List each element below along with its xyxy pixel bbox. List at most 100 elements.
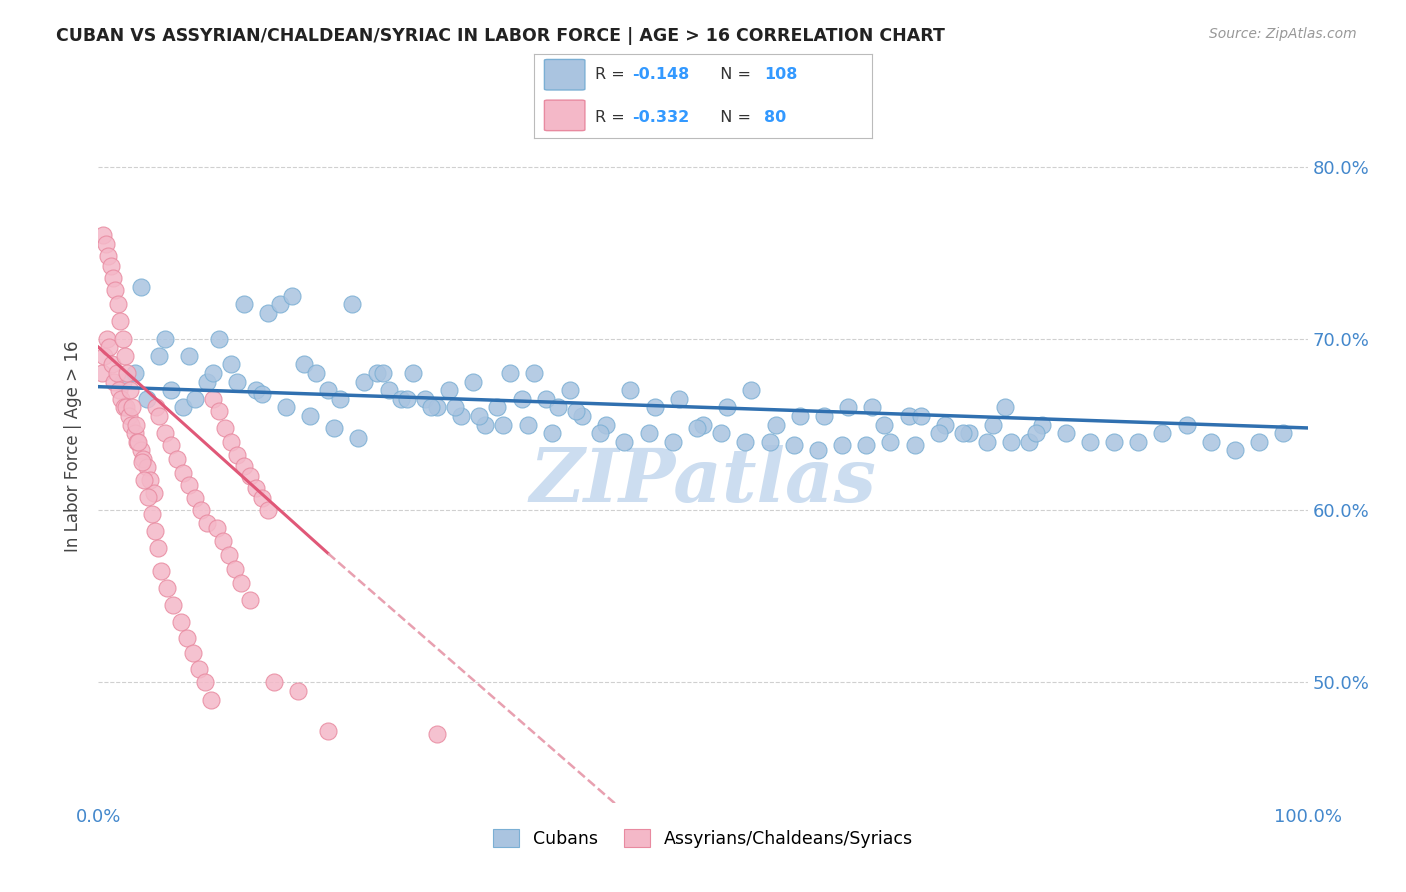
Point [274, 401, 297, 415]
Point [148, 409, 170, 423]
Point [108, 314, 131, 328]
Point [226, 375, 249, 389]
Point [224, 562, 246, 576]
Point [205, 521, 228, 535]
Point [934, 417, 956, 432]
Point [127, 434, 149, 449]
Point [169, 615, 191, 630]
Point [141, 507, 163, 521]
Point [221, 357, 243, 371]
Point [389, 392, 412, 406]
Point [245, 481, 267, 495]
Point [353, 375, 375, 389]
Point [463, 375, 485, 389]
Point [111, 375, 134, 389]
Text: N =: N = [710, 67, 756, 82]
Point [111, 332, 134, 346]
Point [100, 357, 122, 371]
Point [153, 332, 176, 346]
Point [292, 357, 315, 371]
Point [305, 366, 328, 380]
Text: R =: R = [595, 67, 630, 82]
Point [115, 401, 138, 415]
Point [179, 349, 201, 363]
Text: N =: N = [710, 110, 756, 125]
Point [184, 491, 207, 506]
Point [516, 417, 538, 432]
Point [104, 284, 127, 298]
Point [686, 421, 709, 435]
Point [879, 434, 901, 449]
Point [146, 541, 169, 556]
Point [758, 434, 780, 449]
Point [782, 438, 804, 452]
Point [468, 409, 491, 423]
Point [957, 426, 980, 441]
Legend: Cubans, Assyrians/Chaldeans/Syriacs: Cubans, Assyrians/Chaldeans/Syriacs [486, 822, 920, 855]
Point [160, 438, 183, 452]
Point [565, 403, 588, 417]
Point [1175, 417, 1198, 432]
Point [395, 392, 418, 406]
Point [437, 383, 460, 397]
Point [129, 280, 152, 294]
Point [134, 473, 156, 487]
Point [1024, 426, 1046, 441]
Point [1054, 426, 1077, 441]
Point [420, 401, 443, 415]
Text: ZIPatlas: ZIPatlas [530, 445, 876, 518]
Point [342, 297, 364, 311]
Point [202, 392, 225, 406]
Point [619, 383, 641, 397]
Text: -0.148: -0.148 [633, 67, 689, 82]
Point [323, 421, 346, 435]
Point [187, 662, 209, 676]
Point [807, 443, 830, 458]
Point [172, 401, 194, 415]
Point [145, 401, 167, 415]
Point [214, 421, 236, 435]
Point [176, 631, 198, 645]
Point [444, 401, 467, 415]
Point [692, 417, 714, 432]
Point [402, 366, 425, 380]
Point [208, 403, 231, 417]
Point [136, 490, 159, 504]
Point [131, 455, 153, 469]
Point [181, 646, 204, 660]
Point [534, 392, 557, 406]
Point [1223, 443, 1246, 458]
Point [226, 449, 249, 463]
Point [595, 417, 617, 432]
Point [256, 503, 278, 517]
Point [263, 675, 285, 690]
Point [1018, 434, 1040, 449]
Point [510, 392, 533, 406]
Point [256, 306, 278, 320]
Point [98, 340, 121, 354]
Point [897, 409, 920, 423]
Point [928, 426, 950, 441]
Point [740, 383, 762, 397]
Point [124, 426, 146, 441]
Point [413, 392, 436, 406]
Point [831, 438, 853, 452]
Point [135, 460, 157, 475]
Point [166, 451, 188, 466]
Point [232, 458, 254, 473]
Point [194, 675, 217, 690]
Point [976, 434, 998, 449]
Point [661, 434, 683, 449]
Point [118, 409, 141, 423]
Point [710, 426, 733, 441]
Point [150, 564, 173, 578]
Point [904, 438, 927, 452]
Point [108, 383, 131, 397]
Point [765, 417, 787, 432]
Point [426, 401, 449, 415]
Point [190, 503, 212, 517]
Text: 108: 108 [763, 67, 797, 82]
Point [994, 401, 1017, 415]
Point [200, 692, 222, 706]
Point [347, 431, 370, 445]
